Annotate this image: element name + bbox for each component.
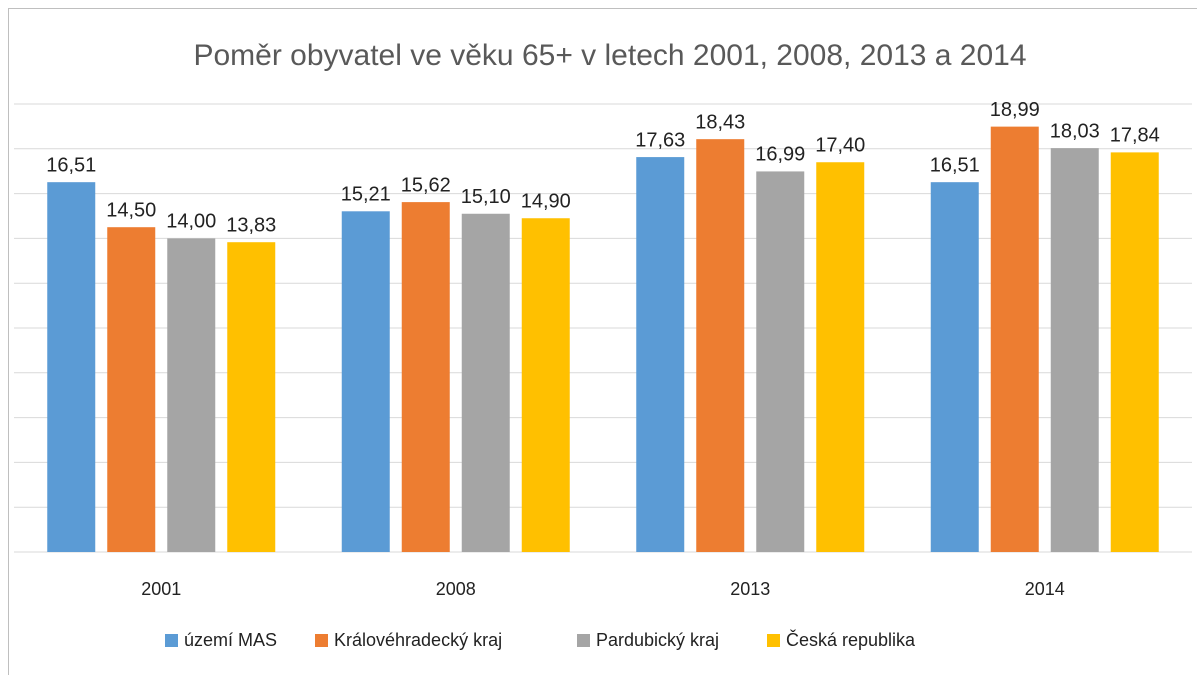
data-label: 18,43 <box>695 111 745 133</box>
legend-swatch <box>767 634 780 647</box>
bar <box>461 213 510 552</box>
data-label: 14,50 <box>106 199 156 221</box>
data-label: 17,63 <box>635 129 685 151</box>
legend-swatch <box>577 634 590 647</box>
bar <box>47 182 96 552</box>
bar <box>1050 148 1099 553</box>
data-label: 15,62 <box>401 174 451 196</box>
bar <box>1110 152 1159 552</box>
bar <box>341 211 390 552</box>
data-label: 17,84 <box>1110 125 1160 147</box>
legend-swatch <box>315 634 328 647</box>
data-label: 14,90 <box>521 191 571 213</box>
data-label: 14,00 <box>166 211 216 233</box>
legend-label: Královéhradecký kraj <box>334 630 502 650</box>
bar <box>696 139 745 552</box>
data-label: 15,21 <box>341 184 391 206</box>
data-label: 13,83 <box>226 214 276 236</box>
bar <box>521 218 570 553</box>
chart-title: Poměr obyvatel ve věku 65+ v letech 2001… <box>193 39 1026 72</box>
bar <box>816 162 865 553</box>
bar <box>756 171 805 552</box>
data-label: 16,51 <box>46 154 96 176</box>
data-label: 16,51 <box>930 154 980 176</box>
legend-label: území MAS <box>184 630 277 650</box>
data-label: 15,10 <box>461 186 511 208</box>
bar <box>990 126 1039 553</box>
x-tick-label: 2008 <box>436 579 476 599</box>
x-tick-label: 2013 <box>730 579 770 599</box>
bar <box>167 238 216 552</box>
bar <box>636 157 685 552</box>
legend-label: Pardubický kraj <box>596 630 719 650</box>
x-tick-label: 2001 <box>141 579 181 599</box>
data-label: 18,99 <box>990 99 1040 121</box>
data-label: 16,99 <box>755 144 805 166</box>
bar <box>401 202 450 552</box>
x-tick-label: 2014 <box>1025 579 1065 599</box>
bar <box>227 242 276 552</box>
data-label: 17,40 <box>815 135 865 157</box>
bar <box>107 227 156 552</box>
data-label: 18,03 <box>1050 120 1100 142</box>
legend-label: Česká republika <box>786 629 916 650</box>
bar <box>930 182 979 552</box>
legend-swatch <box>165 634 178 647</box>
